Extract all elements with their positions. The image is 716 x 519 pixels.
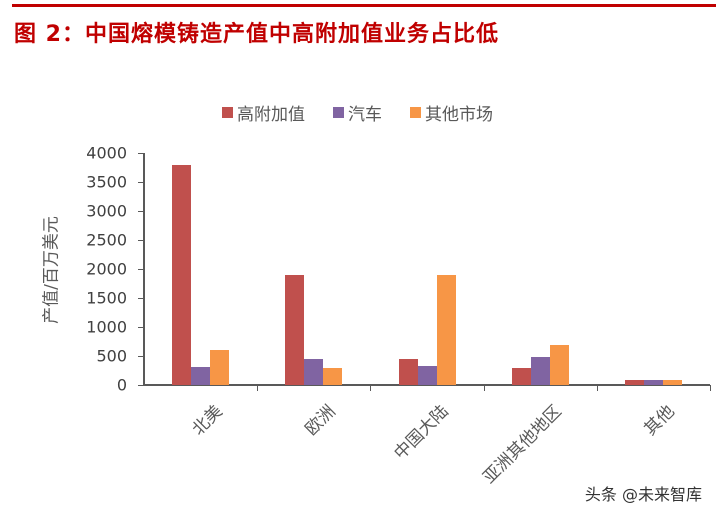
legend-label: 高附加值: [237, 105, 305, 125]
y-tick-mark: [138, 327, 144, 328]
bar: [417, 365, 437, 385]
y-tick-label: 4000: [86, 143, 127, 163]
legend-swatch-icon: [333, 107, 344, 118]
watermark: 头条 @未来智库: [584, 485, 702, 504]
bar: [436, 274, 456, 385]
bar: [323, 367, 343, 385]
x-tick-mark: [710, 385, 711, 391]
figure-title: 图 2：中国熔模铸造产值中高附加值业务占比低: [14, 22, 499, 47]
legend-item-auto: 汽车: [333, 100, 382, 125]
x-tick-label: 中国大陆: [390, 401, 453, 464]
y-tick-label: 3000: [86, 201, 127, 221]
y-axis-label: 产值/百万美元: [41, 216, 62, 324]
x-tick-label: 亚洲其他地区: [479, 401, 566, 488]
y-tick-mark: [138, 211, 144, 212]
x-tick-mark: [370, 385, 372, 391]
y-tick-label: 1000: [86, 317, 127, 337]
bar: [549, 344, 569, 385]
bar: [398, 358, 418, 385]
bar: [304, 358, 324, 385]
legend-item-other: 其他市场: [410, 100, 493, 125]
y-tick-label: 3500: [86, 172, 127, 192]
bar: [210, 350, 230, 385]
bar: [172, 164, 192, 385]
legend-swatch-icon: [222, 107, 233, 118]
x-tick-mark: [257, 385, 259, 391]
legend-label: 其他市场: [425, 105, 493, 125]
legend-item-high-value: 高附加值: [222, 100, 305, 125]
x-tick-label: 欧洲: [301, 401, 340, 440]
bar: [643, 379, 663, 385]
legend-swatch-icon: [410, 107, 421, 118]
y-axis: [143, 153, 145, 386]
x-axis: [143, 384, 710, 386]
y-tick-mark: [138, 153, 144, 154]
y-tick-label: 0: [116, 375, 127, 395]
x-tick-label: 北美: [188, 401, 227, 440]
legend-label: 汽车: [348, 105, 382, 125]
y-tick-mark: [138, 356, 144, 357]
y-tick-label: 500: [96, 346, 127, 366]
y-tick-mark: [138, 269, 144, 270]
x-tick-label: 其他: [640, 401, 680, 440]
bar: [191, 367, 211, 385]
y-tick-mark: [138, 298, 144, 299]
y-tick-label: 2500: [86, 230, 127, 250]
bar: [624, 379, 644, 385]
bar: [285, 274, 305, 385]
title-rule: [12, 4, 716, 7]
y-tick-mark: [138, 240, 144, 241]
x-tick-mark: [483, 385, 485, 391]
chart-legend: 高附加值 汽车 其他市场: [222, 100, 493, 125]
bar: [662, 379, 682, 385]
y-tick-label: 1500: [86, 288, 127, 308]
y-tick-mark: [138, 385, 144, 386]
x-tick-mark: [596, 385, 598, 391]
y-tick-label: 2000: [86, 259, 127, 279]
y-tick-mark: [138, 182, 144, 183]
bar: [530, 357, 550, 385]
bar: [511, 367, 531, 385]
